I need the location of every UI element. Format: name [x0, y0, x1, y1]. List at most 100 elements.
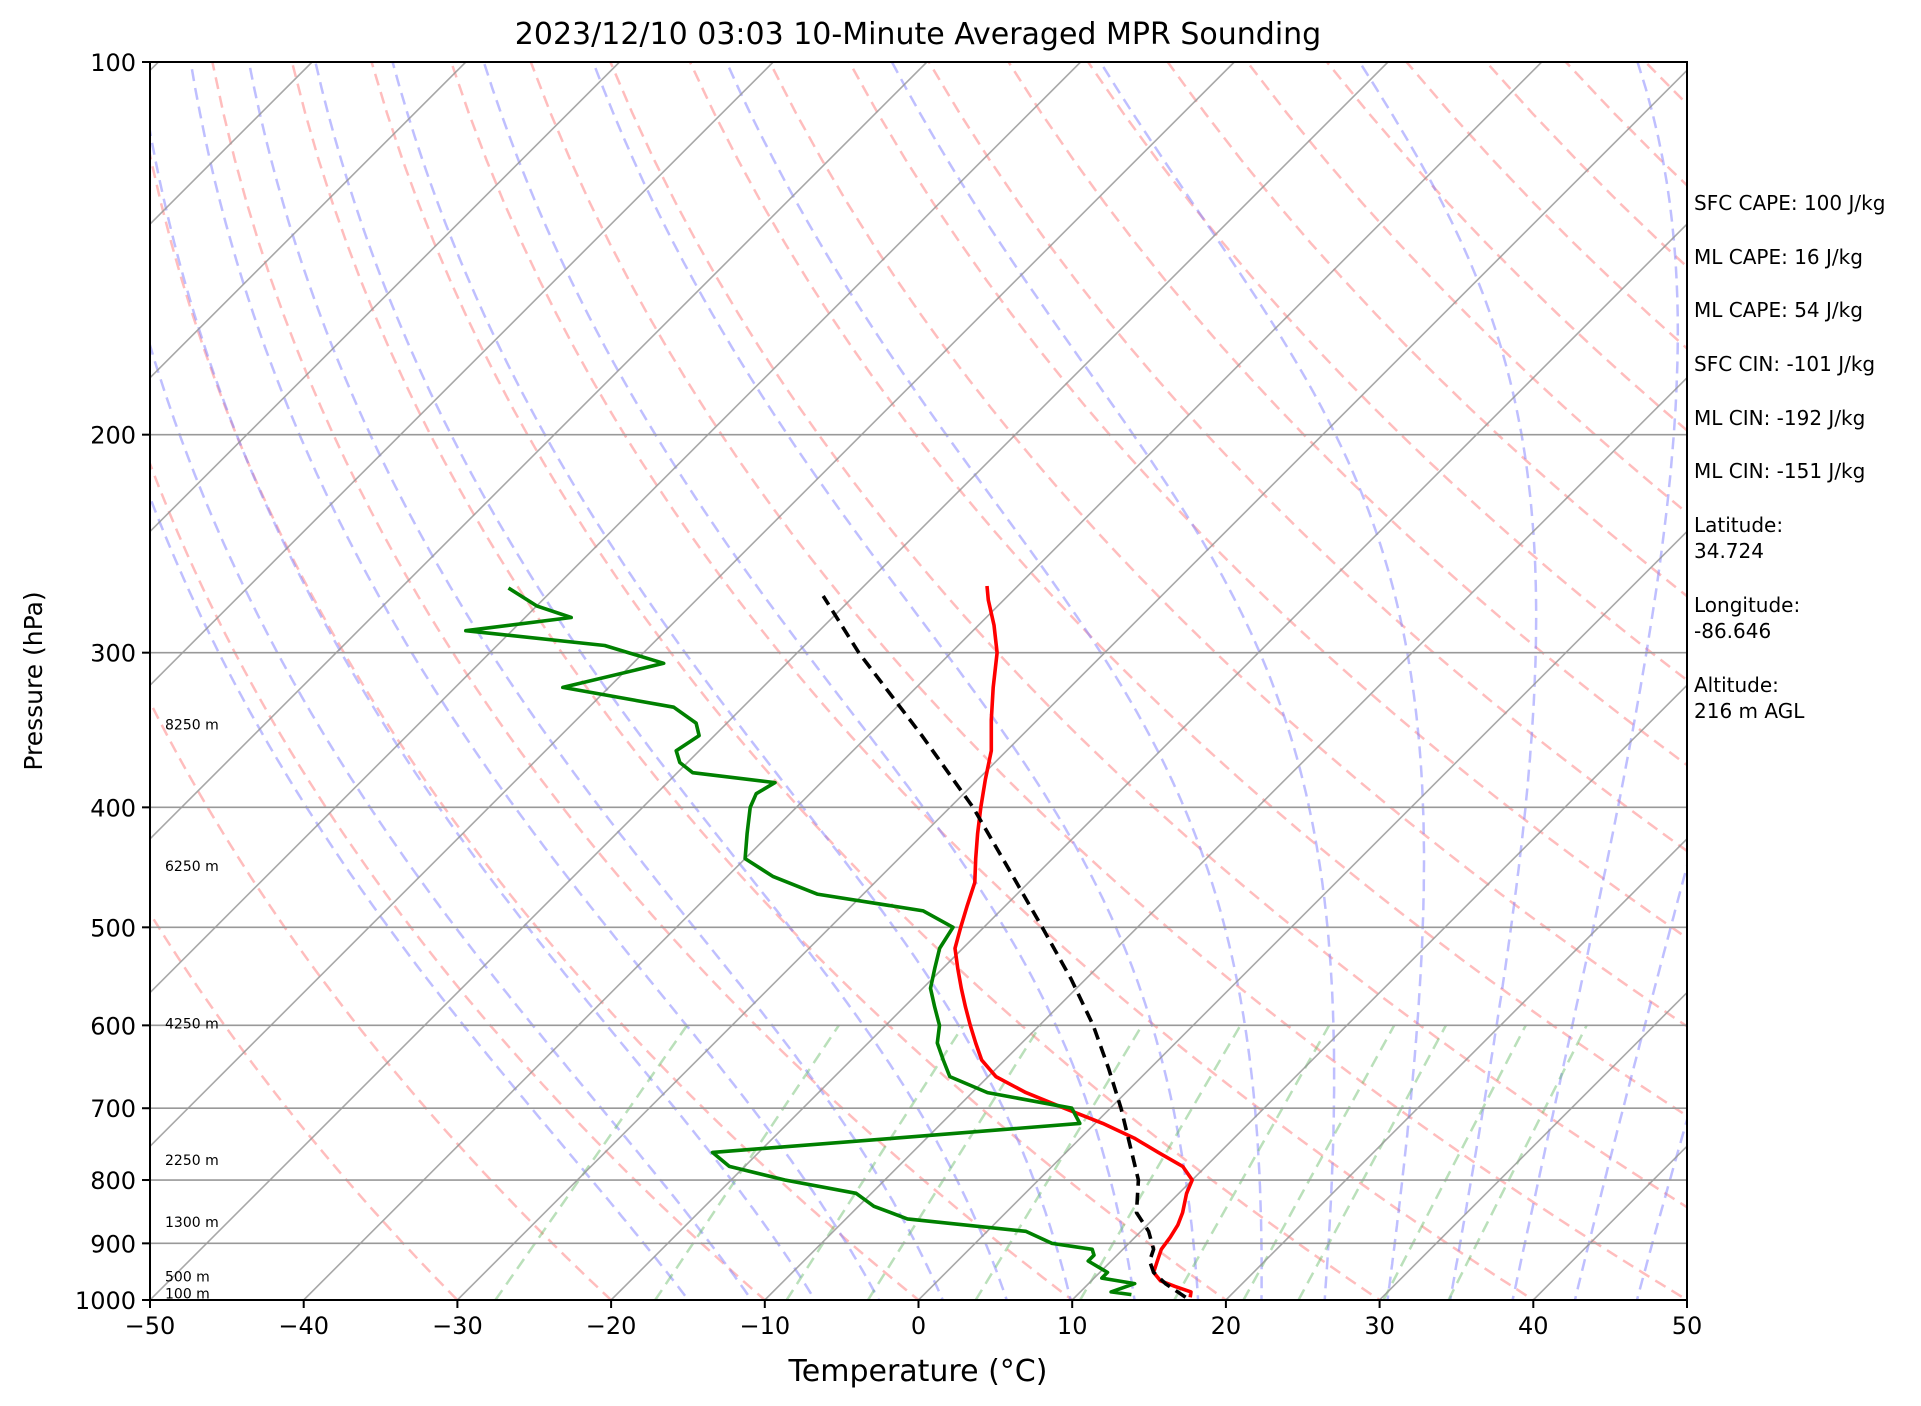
y-ticks: 100 200 300 400 500 600 700 800 900 1000	[75, 49, 150, 1315]
isotherm-line	[764, 376, 1687, 1300]
isotherm-line	[1071, 684, 1687, 1300]
profiles	[464, 585, 1194, 1299]
x-tick-label: 50	[1672, 1312, 1703, 1340]
dewpoint-profile-line	[464, 586, 1137, 1297]
dry-adiabat-line	[290, 62, 1229, 1300]
ml-cin-text-2: ML CIN: -151 J/kg	[1694, 459, 1866, 483]
height-label: 2250 m	[165, 1153, 219, 1169]
mixing-ratio-lines	[494, 1024, 1588, 1300]
dry-adiabat-line	[370, 62, 1382, 1300]
dry-adiabat-line	[211, 62, 1075, 1300]
mixing-ratio-line	[1242, 1024, 1396, 1300]
mixing-ratio-line	[1382, 1024, 1527, 1300]
x-tick-label: −40	[278, 1312, 329, 1340]
plot-frame	[149, 61, 1688, 1301]
y-tick-label: 500	[90, 914, 136, 942]
y-tick-label: 100	[90, 49, 136, 77]
x-tick-label: −50	[125, 1312, 176, 1340]
temperature-profile-line	[953, 585, 1194, 1298]
dry-adiabat-line	[688, 62, 1687, 1118]
moist-adiabat-line	[150, 493, 690, 1300]
dry-adiabat-line	[150, 911, 460, 1300]
height-label: 8250 m	[165, 718, 219, 734]
x-tick-label: 30	[1364, 1312, 1395, 1340]
y-tick-label: 600	[90, 1012, 136, 1040]
isotherms	[0, 62, 1687, 1300]
mixing-ratio-line	[866, 1024, 1042, 1300]
x-axis-label: Temperature (°C)	[788, 1354, 1048, 1389]
moist-adiabats	[150, 62, 1687, 1300]
isotherm-line	[150, 62, 621, 533]
chart-title: 2023/12/10 03:03 10-Minute Averaged MPR …	[515, 17, 1321, 52]
height-labels: 100 m 500 m 1300 m 2250 m 4250 m 6250 m 8250 m	[165, 718, 219, 1303]
dry-adiabat-line	[609, 62, 1687, 1209]
dry-adiabat-line	[150, 148, 921, 1300]
mixing-ratio-line	[1079, 1024, 1242, 1300]
y-tick-label: 300	[90, 640, 136, 668]
y-axis-label: Pressure (hPa)	[19, 591, 48, 770]
isotherm-line	[150, 62, 1082, 994]
x-tick-label: 0	[911, 1312, 926, 1340]
ml-cape-text-2: ML CAPE: 54 J/kg	[1694, 298, 1863, 322]
isotherm-line	[150, 62, 467, 379]
y-tick-label: 1000	[75, 1287, 136, 1315]
sfc-cape-text: SFC CAPE: 100 J/kg	[1694, 191, 1886, 215]
longitude-text: Longitude: -86.646	[1694, 593, 1801, 643]
mixing-ratio-line	[974, 1024, 1144, 1300]
altitude-text: Altitude: 216 m AGL	[1694, 673, 1805, 723]
dry-adiabat-line	[450, 62, 1536, 1300]
mixing-ratio-line	[654, 1024, 840, 1300]
height-label: 1300 m	[165, 1215, 219, 1231]
isobars	[150, 62, 1687, 1300]
isotherm-line	[150, 62, 1235, 1148]
dry-adiabat-line	[848, 62, 1687, 940]
isotherm-line	[610, 222, 1687, 1300]
isotherm-line	[150, 62, 774, 687]
x-tick-label: 40	[1518, 1312, 1549, 1340]
dry-adiabat-line	[150, 699, 613, 1300]
height-label: 100 m	[165, 1287, 210, 1303]
x-tick-label: −30	[432, 1312, 483, 1340]
moist-adiabat-line	[1099, 62, 1426, 1300]
sfc-cin-text: SFC CIN: -101 J/kg	[1694, 352, 1876, 376]
isotherm-line	[0, 62, 5, 1300]
mixing-ratio-line	[1297, 1024, 1448, 1300]
ml-cape-text-1: ML CAPE: 16 J/kg	[1694, 245, 1863, 269]
mixing-ratio-line	[785, 1024, 965, 1300]
isotherm-line	[303, 62, 1543, 1300]
dry-adiabat-line	[927, 62, 1687, 853]
moist-adiabat-line	[725, 62, 1263, 1300]
isotherm-line	[917, 530, 1687, 1300]
x-tick-label: 10	[1057, 1312, 1088, 1340]
moist-adiabat-line	[314, 62, 1009, 1300]
height-label: 500 m	[165, 1269, 210, 1285]
x-tick-label: 20	[1211, 1312, 1242, 1340]
moist-adiabat-line	[150, 124, 817, 1300]
parcel-profile-line	[821, 595, 1187, 1299]
moist-adiabat-line	[1511, 62, 1680, 1300]
moist-adiabat-line	[1358, 62, 1538, 1300]
y-tick-label: 400	[90, 794, 136, 822]
mixing-ratio-line	[1173, 1024, 1331, 1300]
y-tick-label: 900	[90, 1230, 136, 1258]
y-tick-label: 200	[90, 422, 136, 450]
ml-cin-text-1: ML CIN: -192 J/kg	[1694, 406, 1866, 430]
moist-adiabat-line	[482, 62, 1136, 1300]
mixing-ratio-line	[494, 1024, 689, 1300]
x-tick-label: −20	[586, 1312, 637, 1340]
moist-adiabat-line	[189, 62, 881, 1300]
height-label: 6250 m	[165, 859, 219, 875]
moist-adiabat-line	[391, 62, 1072, 1300]
x-tick-label: −10	[739, 1312, 790, 1340]
moist-adiabat-line	[890, 62, 1336, 1300]
moist-adiabat-line	[591, 62, 1200, 1300]
y-tick-label: 800	[90, 1167, 136, 1195]
dry-adiabats	[150, 62, 1687, 1300]
moist-adiabat-line	[1573, 861, 1687, 1300]
isotherm-line	[1225, 837, 1687, 1300]
x-ticks: −50 −40 −30 −20 −10 0 10 20 30 40 50	[125, 1300, 1703, 1340]
height-label: 4250 m	[165, 1017, 219, 1033]
isotherm-line	[150, 62, 1389, 1300]
isotherm-line	[150, 62, 928, 841]
